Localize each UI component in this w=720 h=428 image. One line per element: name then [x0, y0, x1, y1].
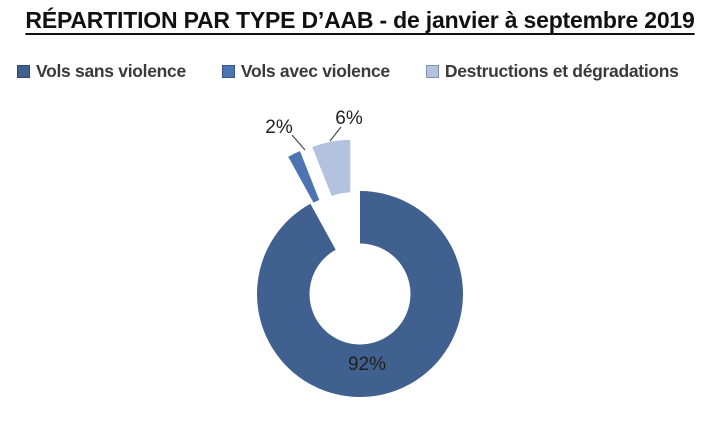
- donut-slice-destructions-et-degradations: [312, 139, 351, 196]
- legend-item-vols-avec-violence: Vols avec violence: [221, 61, 390, 82]
- donut-slice-vols-sans-violence: [256, 191, 463, 397]
- chart-legend: Vols sans violence Vols avec violence De…: [17, 61, 720, 82]
- label-leader-line: [329, 126, 342, 142]
- legend-swatch-icon: [425, 65, 439, 78]
- label-leader-line: [291, 134, 306, 151]
- data-label-2pct: 2%: [265, 117, 293, 138]
- legend-swatch-icon: [17, 65, 30, 78]
- data-label-6pct: 6%: [335, 108, 363, 129]
- donut-slice-vols-avec-violence: [288, 151, 320, 203]
- legend-item-vols-sans-violence: Vols sans violence: [17, 61, 186, 82]
- legend-label: Vols avec violence: [240, 61, 390, 81]
- data-label-92pct: 92%: [348, 354, 386, 375]
- legend-label: Destructions et dégradations: [444, 61, 679, 81]
- legend-item-destructions-et-degradations: Destructions et dégradations: [425, 61, 679, 82]
- chart-title: RÉPARTITION PAR TYPE D’AAB - de janvier …: [25, 7, 695, 33]
- legend-swatch-icon: [221, 65, 235, 78]
- legend-label: Vols sans violence: [36, 61, 186, 81]
